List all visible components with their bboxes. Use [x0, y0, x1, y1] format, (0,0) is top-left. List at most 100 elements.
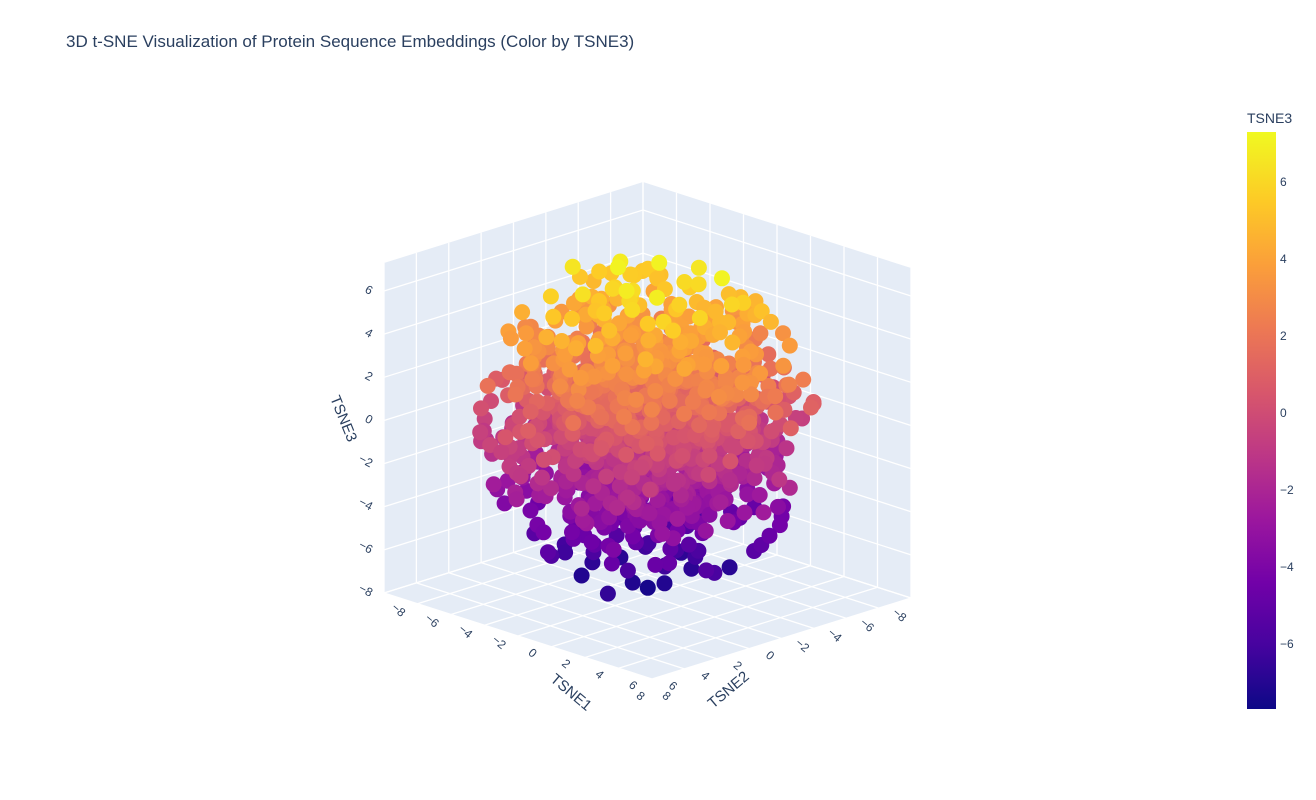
data-point[interactable] [760, 346, 777, 363]
data-point[interactable] [782, 420, 799, 437]
data-point[interactable] [714, 270, 730, 287]
data-point[interactable] [753, 303, 770, 320]
data-point[interactable] [565, 415, 582, 431]
data-point[interactable] [574, 512, 591, 529]
data-point[interactable] [667, 370, 684, 387]
data-point[interactable] [654, 525, 671, 542]
data-point[interactable] [761, 527, 778, 544]
data-point[interactable] [564, 258, 581, 275]
data-point[interactable] [604, 280, 621, 297]
data-point[interactable] [665, 322, 681, 339]
data-point[interactable] [767, 404, 784, 421]
data-point[interactable] [522, 502, 539, 519]
data-point[interactable] [743, 386, 760, 403]
data-point[interactable] [553, 333, 570, 349]
data-point[interactable] [696, 356, 712, 373]
data-point[interactable] [718, 416, 735, 433]
data-point[interactable] [639, 315, 656, 332]
data-point[interactable] [762, 313, 779, 330]
data-point[interactable] [690, 259, 707, 276]
data-point[interactable] [618, 446, 635, 463]
data-point[interactable] [751, 487, 768, 503]
data-point[interactable] [638, 435, 655, 452]
data-point[interactable] [684, 393, 701, 410]
data-point[interactable] [628, 391, 645, 408]
data-point[interactable] [643, 401, 660, 418]
data-point[interactable] [739, 486, 756, 503]
data-point[interactable] [642, 481, 658, 498]
data-point[interactable] [574, 286, 591, 303]
data-point[interactable] [493, 444, 510, 460]
data-point[interactable] [669, 510, 686, 527]
data-point[interactable] [472, 424, 489, 441]
data-point[interactable] [622, 266, 639, 283]
data-point[interactable] [535, 524, 552, 541]
data-point[interactable] [633, 459, 650, 476]
data-point[interactable] [712, 324, 728, 341]
data-point[interactable] [763, 423, 780, 440]
data-point[interactable] [496, 495, 513, 512]
data-point[interactable] [637, 351, 654, 368]
data-point[interactable] [622, 327, 639, 344]
data-point[interactable] [598, 468, 615, 485]
data-point[interactable] [648, 457, 665, 473]
data-point[interactable] [755, 504, 772, 521]
data-point[interactable] [752, 325, 769, 342]
data-point[interactable] [514, 304, 531, 321]
data-point[interactable] [617, 345, 634, 362]
data-point[interactable] [569, 392, 586, 409]
data-point[interactable] [647, 556, 664, 573]
data-point[interactable] [771, 471, 788, 488]
data-point[interactable] [507, 386, 524, 403]
data-point[interactable] [497, 429, 514, 446]
data-point[interactable] [701, 506, 718, 523]
data-point[interactable] [724, 334, 741, 351]
data-point[interactable] [609, 499, 625, 516]
data-point[interactable] [649, 445, 666, 462]
data-point[interactable] [722, 453, 739, 470]
data-point[interactable] [502, 330, 519, 347]
data-point[interactable] [561, 361, 578, 378]
data-point[interactable] [781, 376, 797, 393]
data-point[interactable] [734, 374, 751, 391]
data-point[interactable] [651, 254, 668, 271]
data-point[interactable] [573, 567, 590, 584]
data-point[interactable] [485, 476, 502, 493]
data-point[interactable] [565, 466, 582, 482]
data-point[interactable] [730, 423, 747, 440]
data-point[interactable] [719, 513, 736, 529]
data-point[interactable] [572, 369, 589, 386]
data-point[interactable] [587, 337, 604, 354]
data-point[interactable] [508, 491, 525, 508]
data-point[interactable] [601, 322, 618, 339]
data-point[interactable] [680, 536, 697, 553]
data-point[interactable] [619, 489, 636, 506]
data-point[interactable] [700, 466, 717, 483]
data-point[interactable] [697, 382, 714, 399]
data-point[interactable] [746, 470, 763, 487]
data-point[interactable] [605, 541, 622, 558]
data-point[interactable] [518, 325, 535, 342]
data-point[interactable] [697, 522, 714, 539]
data-point[interactable] [508, 365, 525, 382]
data-point[interactable] [701, 404, 718, 421]
data-point[interactable] [624, 301, 641, 318]
data-point[interactable] [557, 544, 574, 561]
data-point[interactable] [735, 356, 752, 373]
data-point[interactable] [771, 517, 788, 534]
data-points[interactable] [472, 253, 822, 602]
data-point[interactable] [676, 274, 693, 290]
data-point[interactable] [512, 468, 529, 485]
data-point[interactable] [542, 288, 559, 305]
data-point[interactable] [641, 505, 658, 522]
data-point[interactable] [721, 559, 738, 576]
data-point[interactable] [672, 334, 689, 351]
data-point[interactable] [552, 378, 569, 395]
data-point[interactable] [736, 504, 753, 521]
data-point[interactable] [713, 358, 730, 374]
data-point[interactable] [583, 384, 600, 401]
data-point[interactable] [781, 337, 798, 354]
data-point[interactable] [535, 451, 552, 468]
data-point[interactable] [583, 534, 600, 550]
data-point[interactable] [767, 388, 784, 405]
